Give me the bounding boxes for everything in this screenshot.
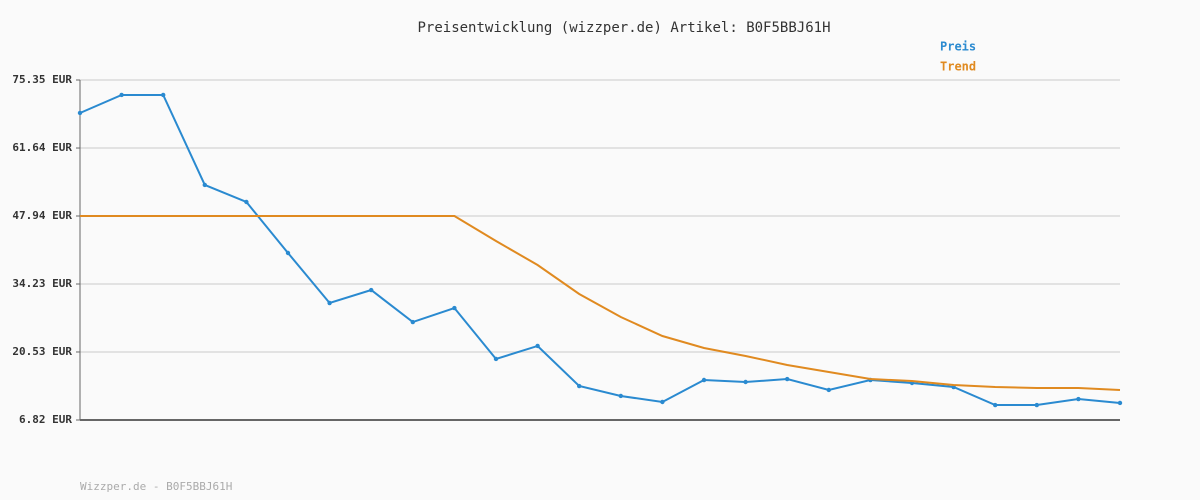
point: [577, 383, 582, 389]
y-tick-label: 61.64 EUR: [12, 141, 72, 154]
point: [993, 402, 998, 408]
point: [77, 110, 83, 116]
point: [618, 393, 623, 399]
point: [202, 182, 207, 188]
point: [161, 92, 166, 98]
y-tick-label: 47.94 EUR: [12, 209, 72, 222]
point: [1034, 402, 1040, 408]
point: [743, 379, 748, 385]
point: [452, 305, 457, 311]
line-1: [80, 214, 1121, 391]
point: [327, 300, 332, 306]
legend-entry: Preis: [940, 40, 976, 54]
point: [1117, 400, 1123, 406]
footer: Wizzper.de - B0F5BBJ61H: [80, 480, 232, 493]
point: [701, 377, 707, 383]
point: [785, 376, 790, 382]
point: [369, 287, 374, 293]
point: [660, 399, 665, 405]
y-tick-label: 34.23 EUR: [12, 277, 72, 290]
y-tick-label: 20.53 EUR: [12, 345, 72, 358]
point: [410, 319, 415, 325]
point: [493, 356, 499, 362]
point: [244, 199, 249, 205]
legend-entry: Trend: [940, 60, 976, 74]
y-tick-label: 75.35 EUR: [12, 73, 72, 86]
chart-title: Preisentwicklung (wizzper.de) Artikel: B…: [417, 20, 830, 36]
point: [535, 343, 540, 349]
point: [826, 387, 831, 393]
line-0: [79, 93, 1121, 407]
y-tick-label: 6.82 EUR: [19, 413, 72, 426]
point: [285, 250, 291, 256]
point: [119, 92, 124, 98]
point: [1076, 396, 1081, 402]
